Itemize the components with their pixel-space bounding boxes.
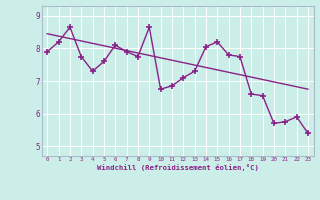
X-axis label: Windchill (Refroidissement éolien,°C): Windchill (Refroidissement éolien,°C) bbox=[97, 164, 259, 171]
